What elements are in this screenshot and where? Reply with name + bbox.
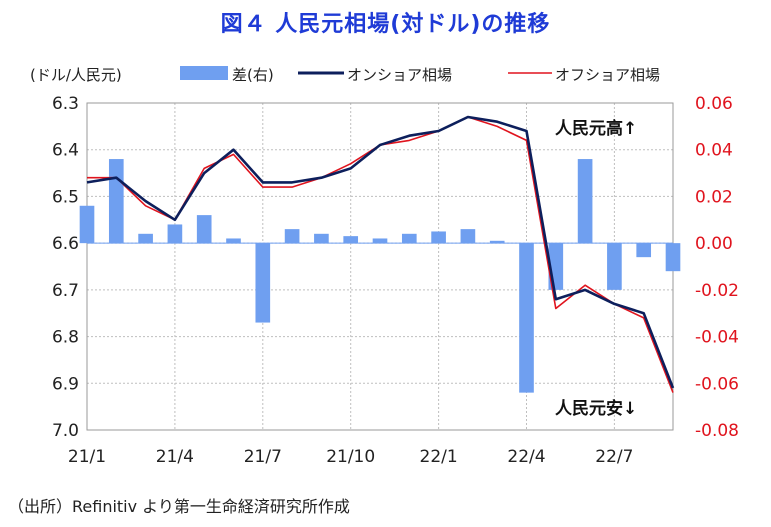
- legend-swatch-diff: [180, 66, 228, 80]
- left-tick-label: 6.3: [52, 94, 79, 114]
- left-tick-label: 7.0: [52, 421, 79, 441]
- x-tick-label: 21/10: [326, 447, 375, 467]
- legend-label-onshore: オンショア相場: [347, 66, 452, 84]
- right-tick-label: 0.02: [695, 187, 733, 207]
- diff-bar: [167, 224, 183, 244]
- diff-bar: [665, 243, 681, 272]
- right-tick-label: 0.06: [695, 94, 733, 114]
- left-tick-label: 6.5: [52, 187, 79, 207]
- diff-bar: [314, 233, 329, 244]
- onshore-line: [86, 115, 675, 389]
- right-tick-label: 0.04: [695, 141, 733, 161]
- x-tick-label: 21/4: [156, 447, 194, 467]
- right-tick-label: -0.06: [695, 374, 739, 394]
- diff-bar: [489, 240, 505, 244]
- diff-bar: [577, 159, 593, 244]
- diff-bar: [79, 205, 95, 244]
- left-tick-label: 6.4: [52, 141, 79, 161]
- right-tick-label: -0.08: [695, 421, 739, 441]
- diff-bar: [196, 215, 212, 244]
- legend-label-offshore: オフショア相場: [555, 66, 660, 84]
- annotation-yuan-weak: 人民元安↓: [555, 398, 637, 419]
- diff-bar: [431, 231, 446, 244]
- chart-title: 図４ 人民元相場(対ドル)の推移: [220, 12, 551, 37]
- x-tick-label: 21/7: [244, 447, 282, 467]
- chart-svg: 6.3 6.4 6.5 6.6 6.7 6.8 6.9 7.0 0.06 0.04 0.02 0.00…: [30, 66, 739, 467]
- left-tick-label: 6.6: [52, 234, 79, 254]
- x-tick-label: 22/4: [507, 447, 545, 467]
- annotation-yuan-strong: 人民元高↑: [555, 118, 637, 139]
- right-tick-label: 0.00: [695, 234, 733, 254]
- diff-bar: [108, 159, 124, 244]
- diff-bar: [255, 243, 271, 323]
- right-tick-label: -0.04: [695, 328, 739, 348]
- left-tick-label: 6.7: [52, 281, 79, 301]
- right-tick-label: -0.02: [695, 281, 739, 301]
- x-tick-label: 22/7: [595, 447, 633, 467]
- legend-label-diff: 差(右): [232, 66, 274, 84]
- left-axis-label: (ドル/人民元): [30, 66, 122, 84]
- diff-bar: [460, 229, 476, 244]
- x-tick-label: 21/1: [68, 447, 106, 467]
- left-tick-label: 6.9: [52, 374, 79, 394]
- diff-bar: [343, 236, 359, 244]
- diff-bar: [372, 238, 388, 244]
- diff-bar: [226, 238, 241, 244]
- x-tick-label: 22/1: [420, 447, 458, 467]
- left-tick-label: 6.8: [52, 328, 79, 348]
- source-note: （出所）Refinitiv より第一生命経済研究所作成: [8, 497, 350, 516]
- diff-bar: [636, 243, 652, 258]
- diff-bar: [607, 243, 622, 290]
- diff-bar: [519, 243, 534, 393]
- diff-bar: [401, 233, 417, 244]
- diff-bar: [284, 229, 300, 244]
- diff-bar: [138, 233, 153, 244]
